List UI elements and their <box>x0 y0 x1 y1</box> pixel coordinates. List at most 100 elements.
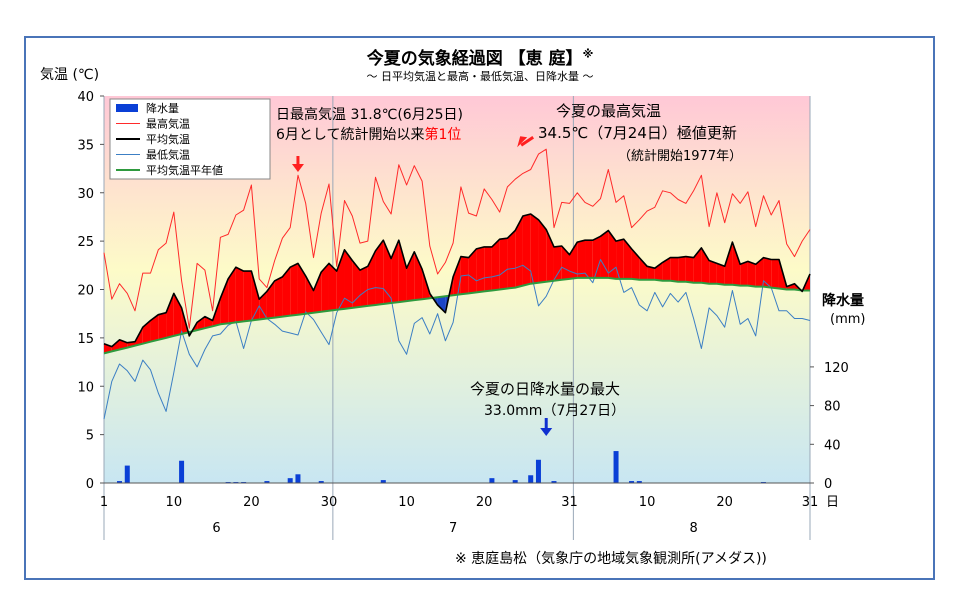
anomaly-above-fill <box>313 272 322 313</box>
normal-mean-line <box>103 276 810 355</box>
annotation-precip-max-line2: 33.0mm（7月27日） <box>484 403 626 419</box>
anomaly-above-fill <box>515 215 523 288</box>
anomaly-above-fill <box>321 263 329 312</box>
anomaly-above-fill <box>414 251 423 301</box>
anomaly-above-fill <box>499 238 508 290</box>
precip-bar <box>613 451 619 483</box>
x-tick-label: 20 <box>243 495 260 510</box>
legend-entry: 降水量 <box>146 101 179 115</box>
anomaly-above-fill <box>476 246 485 293</box>
anomaly-above-fill <box>538 219 547 283</box>
legend-entry: 平均気温平年値 <box>146 163 223 177</box>
anomaly-above-fill <box>670 257 679 282</box>
anomaly-above-fill <box>274 276 283 318</box>
anomaly-above-fill <box>220 278 229 325</box>
anomaly-above-fill <box>352 260 361 308</box>
y2-axis-unit: (mm) <box>830 312 866 327</box>
anomaly-above-fill <box>561 245 570 280</box>
anomaly-above-fill <box>623 239 632 279</box>
anomaly-above-fill <box>367 250 376 306</box>
anomaly-above-fill <box>360 266 368 307</box>
min-temp-line <box>103 259 811 420</box>
anomaly-above-fill <box>468 248 477 294</box>
precip-bar <box>528 475 534 483</box>
x-tick-label: 10 <box>398 495 415 510</box>
y-tick-label: 15 <box>77 332 94 347</box>
anomaly-above-fill <box>693 247 702 283</box>
anomaly-above-fill <box>507 230 516 289</box>
anomaly-above-fill <box>406 251 415 302</box>
anomaly-above-fill <box>173 293 182 336</box>
anomaly-above-fill <box>344 249 353 309</box>
anomaly-above-fill <box>600 230 609 278</box>
x-tick-label: 30 <box>321 495 338 510</box>
legend-swatch-bar <box>116 104 138 112</box>
anomaly-above-fill <box>755 257 764 287</box>
y-tick-label: 35 <box>77 138 94 153</box>
mean-temp-line <box>103 213 811 348</box>
arrow-june-max-head <box>291 164 304 172</box>
arrow-summer-max-shaft <box>520 135 535 147</box>
precip-bar <box>629 481 635 483</box>
x-tick-label: 31 <box>561 495 578 510</box>
anomaly-above-fill <box>553 245 562 281</box>
anomaly-above-fill <box>585 240 593 278</box>
annotation-jun-max-line1: 日最高気温 31.8℃(6月25日) <box>276 107 463 123</box>
legend-entry: 最低気温 <box>146 148 190 162</box>
x-tick-label: 20 <box>716 495 733 510</box>
legend-box <box>109 98 271 180</box>
anomaly-above-fill <box>259 291 267 320</box>
chart-subtitle: ～ 日平均気温と最高・最低気温、日降水量 ～ <box>366 70 594 83</box>
precip-bar <box>535 459 541 483</box>
anomaly-above-fill <box>150 314 159 342</box>
x-tick-label: 10 <box>166 495 183 510</box>
anomaly-above-fill <box>709 260 717 284</box>
anomaly-above-fill <box>282 267 291 317</box>
annotation-summer-max-line3: （統計開始1977年） <box>618 149 743 164</box>
y-axis-label: 気温 (℃) <box>40 67 100 83</box>
precip-bar <box>551 481 557 483</box>
precip-bar <box>124 465 130 483</box>
chart-title: 今夏の気象経過図 【恵 庭】※ <box>366 47 594 69</box>
y-tick-label: 30 <box>77 187 94 202</box>
x-tick-label: 1 <box>100 495 108 510</box>
annotation-precip-max-line1: 今夏の日降水量の最大 <box>470 380 621 398</box>
anomaly-above-fill <box>290 263 298 316</box>
precip-bar <box>380 480 386 483</box>
anomaly-above-fill <box>328 263 337 311</box>
anomaly-above-fill <box>530 214 539 284</box>
anomaly-above-fill <box>639 257 648 280</box>
y2-axis-label: 降水量 <box>822 293 864 309</box>
precip-bar <box>179 460 185 483</box>
precip-bar <box>489 478 495 483</box>
anomaly-above-fill <box>616 239 624 279</box>
anomaly-above-fill <box>592 236 601 278</box>
precip-bar <box>117 481 123 483</box>
anomaly-above-fill <box>724 242 733 285</box>
anomaly-above-fill <box>771 259 779 289</box>
y-tick-label: 20 <box>77 284 94 299</box>
annotation-summer-max-line1: 今夏の最高気温 <box>556 102 662 120</box>
anomaly-above-fill <box>608 230 617 279</box>
anomaly-above-fill <box>336 249 345 310</box>
x-tick-label: 31 <box>802 495 819 510</box>
precip-bar <box>287 478 293 483</box>
anomaly-above-fill <box>197 316 205 331</box>
anomaly-above-fill <box>243 271 252 322</box>
y-tick-label: 40 <box>77 90 94 105</box>
y2-tick-label: 0 <box>824 477 832 492</box>
anomaly-above-fill <box>491 239 500 291</box>
anomaly-above-fill <box>305 275 314 314</box>
anomaly-above-fill <box>383 240 392 305</box>
x-tick-label: 10 <box>639 495 656 510</box>
max-temp-line <box>103 148 811 329</box>
anomaly-above-fill <box>235 267 244 323</box>
anomaly-above-fill <box>297 263 306 315</box>
anomaly-above-fill <box>647 266 655 280</box>
month-label: 6 <box>212 521 220 536</box>
anomaly-above-fill <box>577 240 586 278</box>
y2-tick-label: 120 <box>824 361 849 376</box>
anomaly-above-fill <box>740 261 748 286</box>
month-label: 7 <box>449 521 457 536</box>
